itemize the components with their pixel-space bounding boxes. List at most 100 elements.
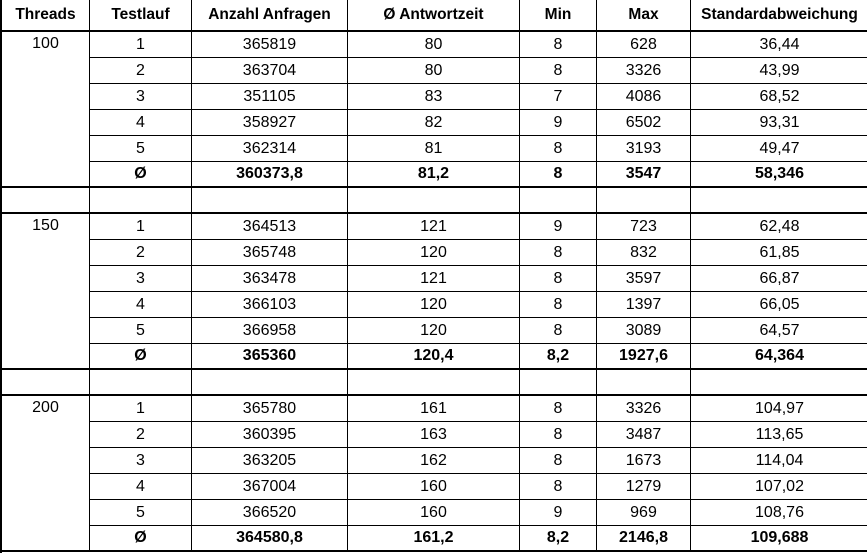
cell-min: 8 bbox=[520, 474, 597, 500]
cell-avg-antwortzeit: 83 bbox=[348, 84, 520, 110]
spacer-cell bbox=[520, 188, 597, 214]
cell-anzahl-anfragen: 366520 bbox=[192, 500, 348, 526]
cell-max: 1279 bbox=[597, 474, 691, 500]
header-avg-antwortzeit: Ø Antwortzeit bbox=[348, 0, 520, 32]
cell-anzahl-anfragen: 364513 bbox=[192, 214, 348, 240]
header-anzahl-anfragen: Anzahl Anfragen bbox=[192, 0, 348, 32]
cell-standardabweichung: 104,97 bbox=[691, 396, 867, 422]
cell-avg-antwortzeit: 120 bbox=[348, 318, 520, 344]
spacer-cell bbox=[2, 188, 90, 214]
cell-min: 9 bbox=[520, 214, 597, 240]
average-min: 8,2 bbox=[520, 344, 597, 370]
cell-avg-antwortzeit: 162 bbox=[348, 448, 520, 474]
threads-cell: 150 bbox=[2, 214, 90, 370]
cell-standardabweichung: 61,85 bbox=[691, 240, 867, 266]
cell-anzahl-anfragen: 366958 bbox=[192, 318, 348, 344]
average-anzahl-anfragen: 365360 bbox=[192, 344, 348, 370]
cell-avg-antwortzeit: 80 bbox=[348, 58, 520, 84]
spacer-cell bbox=[192, 188, 348, 214]
cell-min: 9 bbox=[520, 110, 597, 136]
cell-avg-antwortzeit: 120 bbox=[348, 240, 520, 266]
header-standardabweichung: Standardabweichung bbox=[691, 0, 867, 32]
spacer-cell bbox=[597, 188, 691, 214]
spacer-cell bbox=[520, 370, 597, 396]
spacer-cell bbox=[2, 370, 90, 396]
header-min: Min bbox=[520, 0, 597, 32]
cell-testlauf: 4 bbox=[90, 292, 192, 318]
spacer-cell bbox=[691, 370, 867, 396]
cell-min: 8 bbox=[520, 318, 597, 344]
cell-anzahl-anfragen: 363478 bbox=[192, 266, 348, 292]
cell-avg-antwortzeit: 80 bbox=[348, 32, 520, 58]
cell-anzahl-anfragen: 360395 bbox=[192, 422, 348, 448]
threads-cell: 100 bbox=[2, 32, 90, 188]
average-avg-antwortzeit: 161,2 bbox=[348, 526, 520, 552]
average-standardabweichung: 64,364 bbox=[691, 344, 867, 370]
cell-min: 8 bbox=[520, 32, 597, 58]
cell-anzahl-anfragen: 365780 bbox=[192, 396, 348, 422]
average-max: 3547 bbox=[597, 162, 691, 188]
spacer-cell bbox=[192, 370, 348, 396]
cell-anzahl-anfragen: 351105 bbox=[192, 84, 348, 110]
cell-testlauf: 1 bbox=[90, 32, 192, 58]
average-min: 8 bbox=[520, 162, 597, 188]
cell-max: 4086 bbox=[597, 84, 691, 110]
cell-standardabweichung: 68,52 bbox=[691, 84, 867, 110]
cell-avg-antwortzeit: 120 bbox=[348, 292, 520, 318]
cell-testlauf: 4 bbox=[90, 474, 192, 500]
cell-standardabweichung: 93,31 bbox=[691, 110, 867, 136]
cell-min: 8 bbox=[520, 292, 597, 318]
average-min: 8,2 bbox=[520, 526, 597, 552]
cell-testlauf: 5 bbox=[90, 318, 192, 344]
cell-testlauf: 3 bbox=[90, 448, 192, 474]
cell-anzahl-anfragen: 367004 bbox=[192, 474, 348, 500]
cell-testlauf: 2 bbox=[90, 422, 192, 448]
cell-max: 969 bbox=[597, 500, 691, 526]
cell-anzahl-anfragen: 363205 bbox=[192, 448, 348, 474]
cell-min: 8 bbox=[520, 422, 597, 448]
cell-standardabweichung: 64,57 bbox=[691, 318, 867, 344]
average-max: 1927,6 bbox=[597, 344, 691, 370]
cell-standardabweichung: 66,05 bbox=[691, 292, 867, 318]
cell-avg-antwortzeit: 161 bbox=[348, 396, 520, 422]
average-symbol: Ø bbox=[90, 162, 192, 188]
cell-max: 3326 bbox=[597, 58, 691, 84]
average-standardabweichung: 58,346 bbox=[691, 162, 867, 188]
cell-avg-antwortzeit: 160 bbox=[348, 474, 520, 500]
header-threads: Threads bbox=[2, 0, 90, 32]
cell-testlauf: 3 bbox=[90, 84, 192, 110]
cell-standardabweichung: 66,87 bbox=[691, 266, 867, 292]
cell-max: 628 bbox=[597, 32, 691, 58]
spacer-cell bbox=[90, 188, 192, 214]
cell-min: 8 bbox=[520, 448, 597, 474]
cell-standardabweichung: 62,48 bbox=[691, 214, 867, 240]
cell-standardabweichung: 49,47 bbox=[691, 136, 867, 162]
cell-testlauf: 1 bbox=[90, 396, 192, 422]
cell-testlauf: 2 bbox=[90, 58, 192, 84]
cell-max: 832 bbox=[597, 240, 691, 266]
header-testlauf: Testlauf bbox=[90, 0, 192, 32]
cell-max: 3487 bbox=[597, 422, 691, 448]
spacer-cell bbox=[691, 188, 867, 214]
cell-min: 8 bbox=[520, 240, 597, 266]
cell-standardabweichung: 113,65 bbox=[691, 422, 867, 448]
average-symbol: Ø bbox=[90, 526, 192, 552]
header-max: Max bbox=[597, 0, 691, 32]
spacer-cell bbox=[348, 188, 520, 214]
cell-standardabweichung: 108,76 bbox=[691, 500, 867, 526]
cell-testlauf: 2 bbox=[90, 240, 192, 266]
cell-min: 8 bbox=[520, 396, 597, 422]
average-standardabweichung: 109,688 bbox=[691, 526, 867, 552]
cell-max: 3597 bbox=[597, 266, 691, 292]
spacer-cell bbox=[597, 370, 691, 396]
cell-standardabweichung: 36,44 bbox=[691, 32, 867, 58]
average-max: 2146,8 bbox=[597, 526, 691, 552]
cell-max: 1673 bbox=[597, 448, 691, 474]
cell-anzahl-anfragen: 365819 bbox=[192, 32, 348, 58]
cell-max: 3326 bbox=[597, 396, 691, 422]
average-avg-antwortzeit: 120,4 bbox=[348, 344, 520, 370]
cell-max: 1397 bbox=[597, 292, 691, 318]
cell-max: 723 bbox=[597, 214, 691, 240]
cell-min: 8 bbox=[520, 136, 597, 162]
